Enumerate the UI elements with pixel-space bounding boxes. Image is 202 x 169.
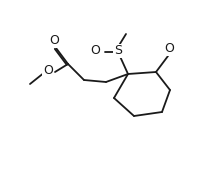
Text: S: S [114, 44, 121, 57]
Text: O: O [90, 44, 99, 57]
Text: O: O [163, 42, 173, 55]
Text: O: O [43, 65, 53, 78]
Text: O: O [49, 34, 59, 47]
